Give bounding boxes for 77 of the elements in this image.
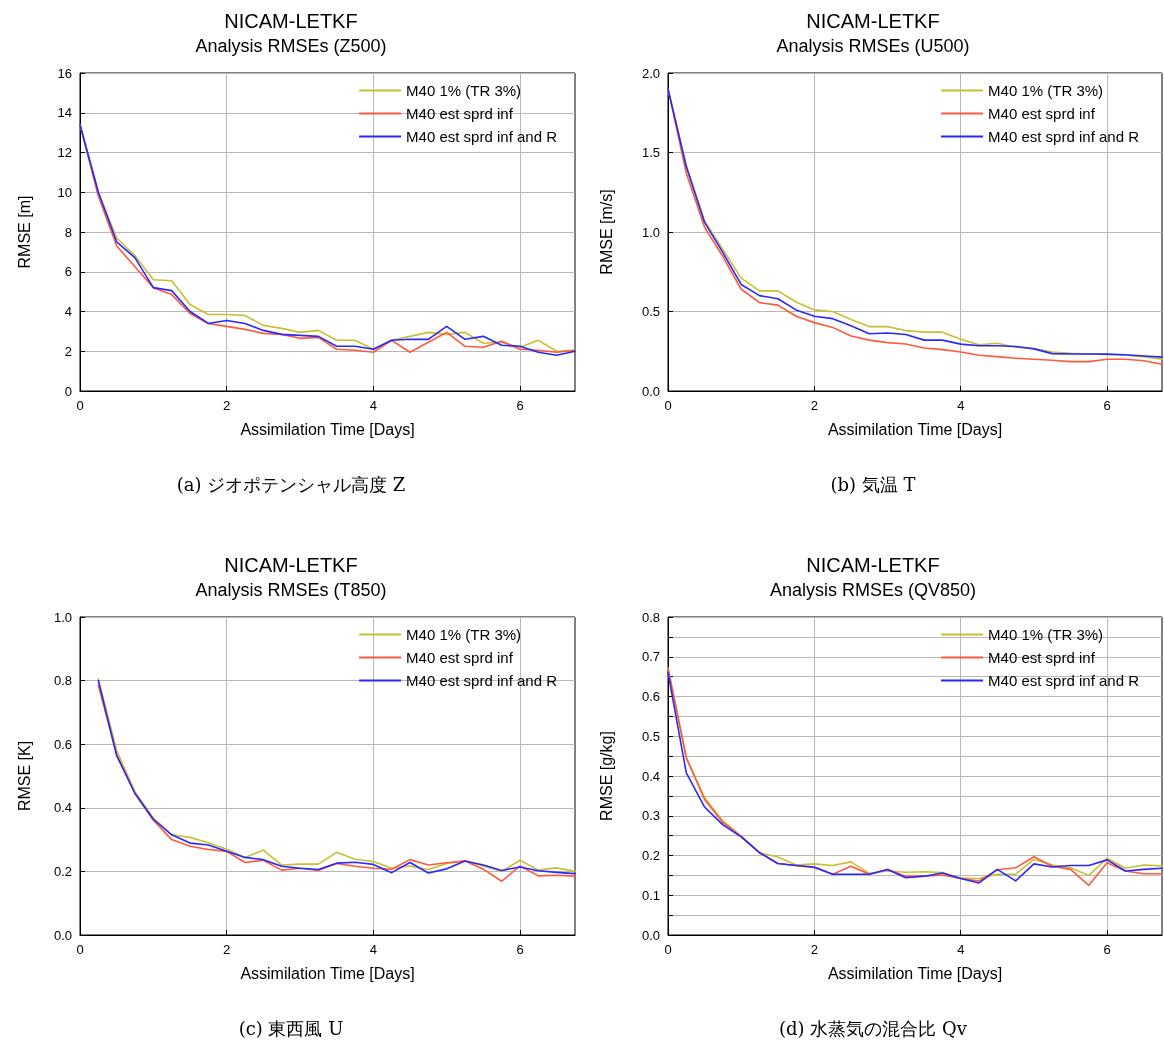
x-tick-label: 4	[369, 942, 377, 957]
y-tick-label: 1.0	[641, 224, 660, 240]
x-axis-title: Assimilation Time [Days]	[827, 420, 1003, 438]
chart-subtitle: Analysis RMSEs (QV850)	[769, 580, 977, 600]
y-tick-label: 1.5	[641, 145, 660, 160]
y-tick-label: 0.5	[641, 304, 660, 319]
x-tick-label: 6	[1103, 398, 1111, 413]
x-tick-label: 2	[223, 398, 231, 413]
chart-title: NICAM-LETKF	[224, 554, 358, 576]
x-axis-title: Assimilation Time [Days]	[240, 964, 415, 982]
x-tick-label: 0	[664, 942, 672, 957]
legend-label: M40 est sprd inf	[406, 105, 514, 122]
y-axis-title: RMSE [g/kg]	[597, 731, 615, 821]
y-tick-label: 0.2	[53, 863, 72, 879]
chart-title: NICAM-LETKF	[806, 10, 940, 32]
y-tick-label: 0.3	[641, 808, 660, 824]
legend-label: M40 est sprd inf	[988, 105, 1096, 122]
text: (b) 気温 T	[830, 473, 916, 495]
chart-subtitle: Analysis RMSEs (U500)	[776, 36, 970, 56]
text: (a) ジオポテンシャル高度 Z	[176, 473, 406, 495]
legend-label: M40 1% (TR 3%)	[988, 626, 1104, 643]
x-tick-label: 0	[76, 398, 84, 413]
x-tick-label: 6	[1103, 942, 1111, 957]
legend-label: M40 est sprd inf and R	[406, 128, 558, 145]
y-tick-label: 0.0	[641, 927, 660, 943]
legend-label: M40 1% (TR 3%)	[406, 82, 522, 99]
y-tick-label: 0.0	[641, 383, 660, 399]
legend-label: M40 est sprd inf and R	[406, 672, 558, 689]
y-tick-label: 16	[57, 65, 72, 81]
legend-label: M40 1% (TR 3%)	[406, 626, 522, 643]
x-tick-label: 4	[957, 942, 965, 957]
x-tick-label: 4	[369, 398, 377, 413]
y-tick-label: 8	[64, 224, 72, 240]
y-axis-title: RMSE [K]	[15, 740, 33, 812]
x-tick-label: 2	[810, 942, 818, 957]
y-tick-label: 0.5	[641, 728, 660, 744]
chart-subtitle: Analysis RMSEs (Z500)	[195, 36, 387, 56]
x-tick-label: 0	[76, 942, 84, 957]
y-tick-label: 0.0	[53, 927, 72, 943]
x-axis-title: Assimilation Time [Days]	[827, 964, 1003, 982]
legend-label: M40 est sprd inf	[406, 649, 514, 666]
legend-label: M40 est sprd inf	[988, 649, 1096, 666]
y-tick-label: 12	[57, 145, 72, 160]
x-tick-label: 0	[664, 398, 672, 413]
y-tick-label: 14	[57, 105, 72, 121]
y-tick-label: 0.6	[53, 736, 72, 752]
y-tick-label: 0.8	[641, 609, 660, 625]
y-tick-label: 0.4	[53, 800, 72, 816]
x-axis-title: Assimilation Time [Days]	[240, 420, 415, 438]
legend-label: M40 1% (TR 3%)	[988, 82, 1104, 99]
x-tick-label: 6	[516, 942, 524, 957]
legend-label: M40 est sprd inf and R	[988, 128, 1140, 145]
legend-label: M40 est sprd inf and R	[988, 672, 1140, 689]
y-axis-title: RMSE [m]	[15, 195, 33, 269]
y-tick-label: 0.6	[641, 689, 660, 704]
y-tick-label: 0.4	[641, 768, 660, 784]
y-tick-label: 6	[64, 264, 72, 280]
y-tick-label: 1.0	[53, 609, 72, 625]
text: (d) 水蒸気の混合比 Qv	[779, 1017, 968, 1039]
x-tick-label: 2	[810, 398, 818, 413]
y-tick-label: 0.2	[641, 848, 660, 863]
x-tick-label: 2	[223, 942, 231, 957]
text: (c) 東西風 U	[238, 1017, 344, 1039]
x-tick-label: 4	[957, 398, 965, 413]
chart-subtitle: Analysis RMSEs (T850)	[195, 580, 387, 600]
chart-title: NICAM-LETKF	[224, 10, 358, 32]
y-tick-label: 0	[64, 383, 72, 399]
y-tick-label: 0.1	[641, 887, 660, 903]
y-tick-label: 10	[57, 184, 72, 200]
y-tick-label: 2	[64, 343, 72, 359]
y-tick-label: 2.0	[641, 65, 660, 81]
x-tick-label: 6	[516, 398, 524, 413]
y-axis-title: RMSE [m/s]	[597, 189, 615, 275]
y-tick-label: 0.8	[53, 673, 72, 689]
chart-title: NICAM-LETKF	[806, 554, 940, 576]
y-tick-label: 4	[64, 304, 72, 319]
y-tick-label: 0.7	[641, 649, 660, 665]
